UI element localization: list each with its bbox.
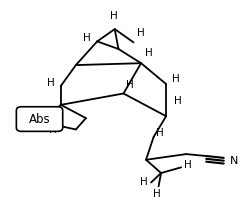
Text: H: H xyxy=(126,80,134,90)
Text: Abs: Abs xyxy=(29,113,50,126)
Text: H: H xyxy=(83,33,91,43)
Text: H: H xyxy=(145,48,152,58)
Text: H: H xyxy=(47,106,55,116)
Text: H: H xyxy=(137,28,145,38)
FancyBboxPatch shape xyxy=(16,107,63,131)
Text: H: H xyxy=(172,74,180,84)
Text: H: H xyxy=(49,125,57,135)
Text: H: H xyxy=(184,160,191,170)
Text: H: H xyxy=(156,128,164,138)
Text: H: H xyxy=(140,177,147,187)
Text: H: H xyxy=(174,96,181,106)
Text: H: H xyxy=(110,11,117,21)
Text: H: H xyxy=(153,189,161,199)
Text: H: H xyxy=(47,78,55,88)
Text: N: N xyxy=(230,156,238,166)
